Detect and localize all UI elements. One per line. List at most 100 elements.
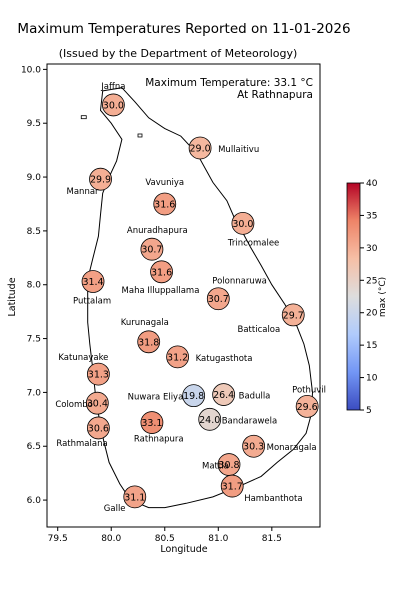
colorbar-bar: [346, 182, 361, 411]
station-marker: [198, 407, 222, 431]
station-value-label: 31.8: [138, 337, 159, 348]
station-name-label: Batticaloa: [238, 325, 281, 335]
y-tick-label: 10.0: [21, 65, 41, 75]
colorbar-tick-label: 15: [366, 341, 377, 351]
station-value-label: 29.6: [297, 402, 318, 413]
y-tick-label: 6.0: [27, 496, 42, 506]
station-marker: [182, 384, 206, 408]
station-value-label: 31.6: [154, 199, 175, 210]
figure-title: Maximum Temperatures Reported on 11-01-2…: [17, 21, 350, 37]
station-marker: [188, 136, 212, 160]
islet-outline: [80, 115, 87, 120]
station-name-label: Mannar: [67, 187, 100, 197]
station-value-label: 19.8: [183, 391, 204, 402]
station-marker: [220, 474, 244, 498]
station-marker: [89, 167, 112, 191]
station-name-label: Jaffna: [100, 82, 125, 92]
x-axis-label: Longitude: [160, 544, 207, 555]
station-marker: [281, 303, 305, 327]
station-value-label: 33.1: [141, 418, 162, 429]
colorbar: 5 10 15 20 25 30 35 40: [346, 179, 378, 416]
station-marker: [137, 330, 161, 354]
station-name-label: Nuwara Eliya: [128, 393, 184, 403]
station-value-label: 30.8: [218, 460, 239, 471]
station-marker: [206, 287, 230, 311]
station-name-label: Monaragala: [267, 443, 317, 453]
station-value-label: 24.0: [199, 415, 220, 426]
station-value-label: 30.7: [208, 294, 229, 305]
colorbar-tick-label: 25: [366, 276, 377, 286]
station-marker: [140, 237, 164, 261]
station-name-label: Anuradhapura: [127, 226, 188, 236]
station-name-label: Puttalam: [73, 297, 111, 307]
colorbar-tick-label: 40: [366, 179, 378, 189]
station-name-label: Maha Illuppallama: [122, 286, 200, 296]
station-name-label: Polonnaruwa: [212, 277, 267, 287]
x-tick-label: 80.0: [101, 534, 121, 544]
x-tick-label: 80.5: [155, 534, 175, 544]
y-tick-label: 7.0: [27, 388, 42, 398]
station-marker: [150, 260, 173, 284]
colorbar-label: max (°C): [378, 277, 388, 317]
station-marker: [81, 270, 105, 293]
station-value-label: 29.9: [90, 175, 111, 186]
station-marker: [242, 434, 266, 458]
y-tick-label: 6.5: [27, 442, 41, 452]
islet-outline: [137, 133, 143, 138]
station-marker: [101, 93, 125, 117]
station-name-label: Galle: [104, 504, 126, 514]
map-plot-area: 79.5 80.0 80.5 81.0 81.5 6.0 6.5 7.0 7.5 8.0 8.5 9.…: [21, 63, 326, 544]
x-tick-label: 79.5: [48, 534, 68, 544]
y-tick-label: 8.5: [27, 227, 41, 237]
station-value-label: 31.2: [167, 352, 188, 363]
station-marker: [86, 416, 110, 440]
y-tick-label: 9.5: [27, 119, 41, 129]
station-name-label: Trincomalee: [227, 238, 279, 248]
station-value-label: 30.0: [232, 219, 253, 230]
station-value-label: 30.3: [243, 442, 264, 453]
station-value-label: 29.0: [190, 143, 211, 154]
station-value-label: 31.4: [82, 277, 103, 288]
colorbar-tick-label: 30: [366, 244, 378, 254]
station-marker: [123, 485, 147, 509]
station-name-label: Badulla: [239, 392, 271, 402]
station-value-label: 31.3: [88, 370, 109, 381]
colorbar-tick-label: 20: [366, 309, 378, 319]
y-axis-label: Latitude: [7, 277, 18, 316]
y-tick-label: 9.0: [27, 173, 42, 183]
station-value-label: 30.4: [87, 399, 108, 410]
station-value-label: 30.6: [88, 423, 109, 434]
annotation-line1: Maximum Temperature: 33.1 °C: [145, 77, 313, 89]
y-tick-label: 7.5: [27, 335, 41, 345]
station-name-label: Kurunagala: [121, 318, 169, 328]
station-name-label: Mullaitivu: [218, 145, 259, 155]
colorbar-tick-label: 5: [366, 406, 372, 416]
axes-frame: [46, 63, 321, 528]
station-marker: [153, 192, 177, 216]
station-value-label: 29.7: [283, 310, 304, 321]
station-marker: [212, 383, 236, 406]
station-name-label: Katunayake: [58, 353, 108, 363]
station-name-label: Mattla: [202, 462, 229, 472]
colorbar-tick-label: 10: [366, 374, 378, 384]
annotation-line2: At Rathnapura: [237, 89, 313, 101]
station-value-label: 31.6: [151, 267, 172, 278]
station-value-label: 31.7: [222, 482, 243, 493]
station-marker: [166, 345, 190, 369]
station-marker: [86, 362, 110, 386]
station-value-label: 26.4: [213, 390, 234, 401]
station-name-label: Bandarawela: [222, 416, 278, 426]
x-tick-label: 81.5: [262, 534, 282, 544]
station-name-label: Katugasthota: [196, 354, 253, 364]
station-name-label: Hambanthota: [244, 494, 302, 504]
station-name-label: Vavuniya: [145, 178, 184, 188]
station-marker: [231, 211, 255, 235]
station-value-label: 30.0: [103, 100, 124, 111]
station-name-label: Rathnapura: [134, 435, 184, 445]
figure-subtitle: (Issued by the Department of Meteorology…: [59, 47, 298, 60]
x-tick-label: 81.0: [208, 534, 228, 544]
station-name-label: Colombo: [55, 400, 93, 410]
station-name-label: Rathmalana: [56, 439, 107, 449]
station-value-label: 30.7: [141, 245, 162, 256]
